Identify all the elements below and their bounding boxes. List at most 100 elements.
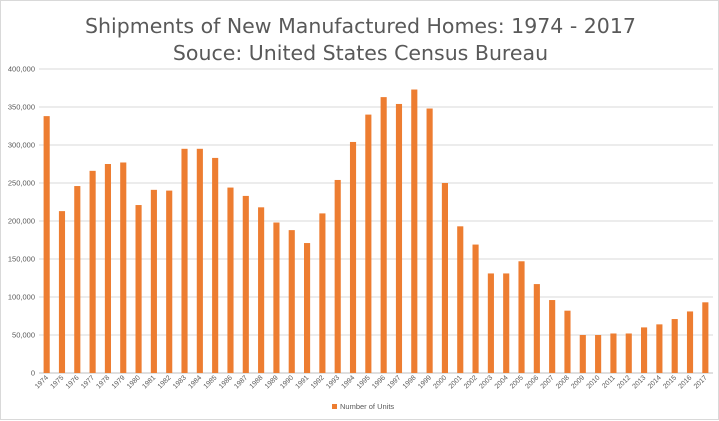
y-tick-label: 150,000 xyxy=(8,255,35,264)
bar xyxy=(518,261,525,373)
bar xyxy=(441,183,448,373)
bar xyxy=(656,324,663,373)
y-tick-label: 50,000 xyxy=(12,331,35,340)
x-tick-label: 1988 xyxy=(249,374,265,390)
bar xyxy=(212,157,219,373)
x-tick-label: 1987 xyxy=(233,374,249,390)
x-tick-label: 1995 xyxy=(356,374,372,390)
bar xyxy=(487,273,494,373)
bar xyxy=(702,302,709,373)
x-tick-label: 1981 xyxy=(141,374,157,390)
bar xyxy=(258,207,265,373)
x-tick-label: 2001 xyxy=(448,374,464,390)
bar xyxy=(380,97,387,374)
x-tick-label: 2011 xyxy=(601,374,617,390)
legend: Number of Units xyxy=(332,402,394,411)
bar xyxy=(579,335,586,373)
y-tick-label: 300,000 xyxy=(8,141,35,150)
x-tick-label: 2005 xyxy=(509,374,525,390)
x-tick-label: 1974 xyxy=(34,374,50,390)
bar xyxy=(150,189,157,373)
y-tick-label: 100,000 xyxy=(8,293,35,302)
bar xyxy=(334,179,341,373)
y-tick-label: 200,000 xyxy=(8,217,35,226)
x-tick-label: 1993 xyxy=(325,374,341,390)
bar xyxy=(686,311,694,373)
x-tick-label: 2010 xyxy=(586,374,602,390)
bar xyxy=(74,186,81,373)
x-tick-label: 1984 xyxy=(187,374,203,390)
y-tick-label: 350,000 xyxy=(8,103,35,112)
bar xyxy=(395,103,403,374)
bar xyxy=(411,89,418,374)
legend-swatch xyxy=(332,404,337,409)
x-tick-label: 1983 xyxy=(172,374,188,390)
x-tick-label: 1989 xyxy=(264,374,280,390)
bar xyxy=(472,244,479,373)
x-tick-label: 2014 xyxy=(647,374,663,390)
bar xyxy=(533,284,540,373)
bar xyxy=(242,195,249,373)
bar xyxy=(89,170,96,373)
bar xyxy=(625,333,632,373)
x-tick-label: 1975 xyxy=(49,374,65,390)
bar xyxy=(610,333,617,373)
x-tick-label: 2007 xyxy=(540,374,556,390)
x-tick-label: 1985 xyxy=(203,374,219,390)
bar xyxy=(43,116,50,374)
x-tick-label: 1991 xyxy=(295,374,311,390)
x-tick-label: 2006 xyxy=(524,374,540,390)
x-tick-label: 1978 xyxy=(95,374,111,390)
x-tick-label: 1982 xyxy=(157,374,173,390)
x-tick-label: 1976 xyxy=(65,374,81,390)
x-tick-label: 1986 xyxy=(218,374,234,390)
chart-title: Shipments of New Manufactured Homes: 197… xyxy=(85,14,636,38)
bar xyxy=(58,211,66,373)
bar xyxy=(166,190,173,373)
x-tick-label: 1994 xyxy=(340,374,356,390)
x-tick-label: 2003 xyxy=(478,374,494,390)
x-tick-label: 2015 xyxy=(662,374,678,390)
bar xyxy=(319,213,326,373)
x-tick-label: 1979 xyxy=(111,374,127,390)
bar xyxy=(181,148,188,373)
x-tick-label: 2008 xyxy=(555,374,571,390)
x-tick-label: 2009 xyxy=(570,374,586,390)
bar xyxy=(104,164,111,373)
x-tick-label: 2000 xyxy=(432,374,448,390)
x-tick-label: 1998 xyxy=(402,374,418,390)
bar xyxy=(227,187,234,373)
legend-label: Number of Units xyxy=(340,402,394,411)
bar xyxy=(503,273,510,373)
bar xyxy=(426,108,433,374)
x-tick-label: 2012 xyxy=(616,374,632,390)
bar xyxy=(135,205,142,373)
y-tick-label: 250,000 xyxy=(8,179,35,188)
bar xyxy=(641,327,648,373)
bar xyxy=(120,162,127,373)
bar xyxy=(564,310,571,373)
x-tick-label: 2013 xyxy=(632,374,648,390)
x-tick-label: 1997 xyxy=(386,374,402,390)
bar xyxy=(549,300,556,373)
bar xyxy=(349,141,357,373)
bars xyxy=(43,89,709,374)
bar xyxy=(457,226,464,373)
x-axis-ticks: 1974 1975 1976 1977 1978 1979 1980 1981 1982 1983… xyxy=(34,374,709,390)
x-tick-label: 2017 xyxy=(693,374,709,390)
x-tick-label: 2002 xyxy=(463,374,479,390)
bar xyxy=(595,335,602,373)
bar xyxy=(288,230,295,373)
x-tick-label: 1999 xyxy=(417,374,433,390)
x-tick-label: 1996 xyxy=(371,374,387,390)
x-tick-label: 2016 xyxy=(677,374,693,390)
bar xyxy=(196,148,203,373)
x-tick-label: 1977 xyxy=(80,374,96,390)
y-tick-label: 400,000 xyxy=(8,65,35,74)
x-tick-label: 2004 xyxy=(494,374,510,390)
bar xyxy=(671,319,678,373)
bar xyxy=(365,114,372,373)
y-axis-ticks: 0 50,000 100,000 150,000 200,000 250,000 300,0… xyxy=(8,65,35,378)
